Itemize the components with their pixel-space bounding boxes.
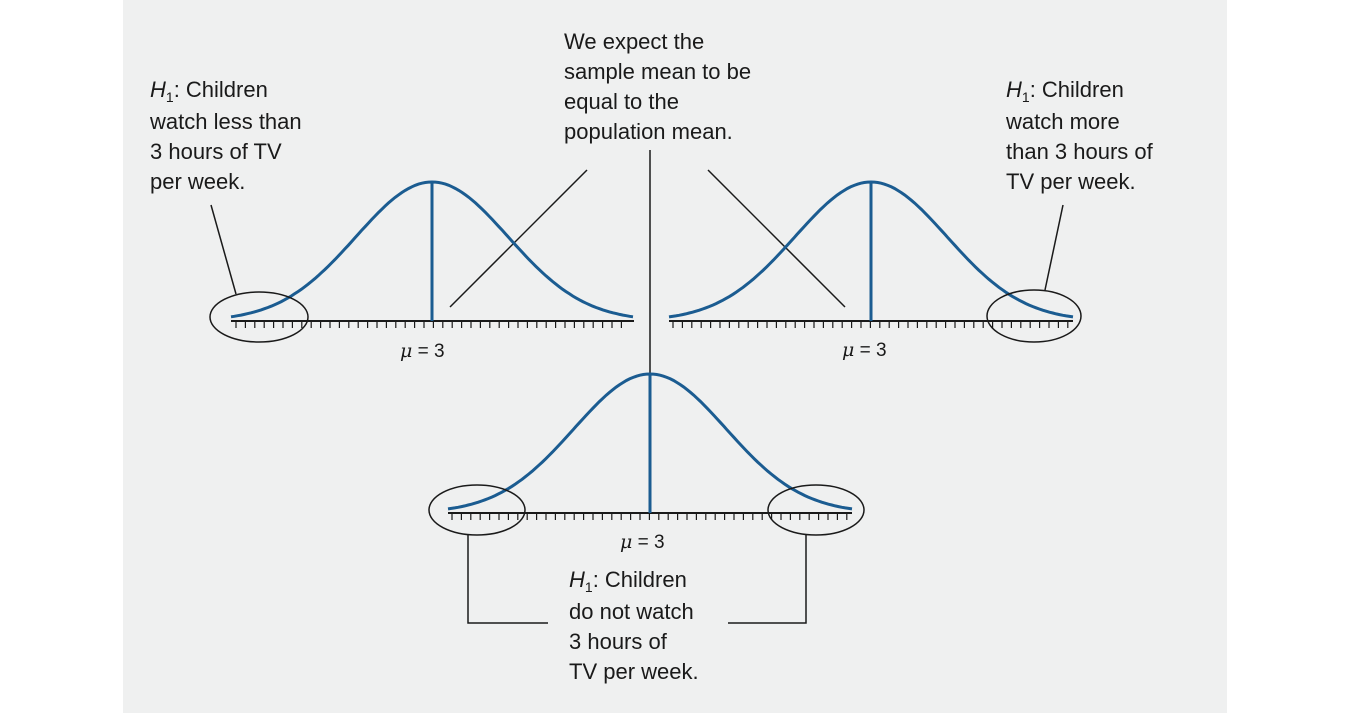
center-note-line: We expect the (564, 29, 705, 54)
right-hypothesis-line: than 3 hours of (1006, 139, 1153, 164)
left-hypothesis-line: watch less than (150, 109, 302, 134)
left-distribution (209, 180, 634, 343)
right-axis-ticks (672, 321, 1069, 328)
bottom-hypothesis-line: 3 hours of (569, 629, 667, 654)
left-hypothesis-pointer (210, 204, 237, 295)
mean-value: = 3 (412, 341, 445, 362)
center-note: We expect the sample mean to be equal to… (564, 27, 751, 147)
hypothesis-subscript: 1 (1021, 89, 1030, 105)
center-note-line: population mean. (564, 119, 733, 144)
mean-value: = 3 (632, 532, 665, 553)
bottom-distribution (428, 372, 865, 624)
bottom-hypothesis-line: : Children (592, 567, 687, 592)
left-axis-ticks (235, 321, 623, 328)
center-pointer-right (707, 169, 846, 308)
hypothesis-symbol: H (1006, 77, 1022, 102)
figure-panel (123, 0, 1227, 713)
bottom-left-tail-ellipse (428, 484, 526, 536)
mu-symbol: μ (842, 339, 855, 361)
right-hypothesis-label: H1: Children watch more than 3 hours of … (1006, 75, 1153, 197)
center-note-line: equal to the (564, 89, 679, 114)
mean-value: = 3 (854, 340, 887, 361)
mu-symbol: μ (620, 531, 633, 553)
left-hypothesis-line: per week. (150, 169, 246, 194)
right-hypothesis-line: TV per week. (1006, 169, 1136, 194)
bottom-axis-ticks (451, 513, 848, 520)
hypothesis-subscript: 1 (584, 579, 593, 595)
right-hypothesis-pointer (1044, 204, 1064, 291)
left-hypothesis-label: H1: Children watch less than 3 hours of … (150, 75, 302, 197)
hypothesis-subscript: 1 (165, 89, 174, 105)
bottom-bracket-right (728, 535, 807, 624)
bottom-right-tail-ellipse (767, 484, 865, 536)
right-hypothesis-line: H1: Children (1006, 75, 1153, 107)
left-hypothesis-line: 3 hours of TV (150, 139, 282, 164)
bottom-hypothesis-line: TV per week. (569, 659, 699, 684)
right-distribution (668, 180, 1082, 343)
hypothesis-symbol: H (150, 77, 166, 102)
right-mean-label: μ = 3 (842, 339, 887, 362)
bottom-hypothesis-line: H1: Children (569, 565, 699, 597)
hypothesis-symbol: H (569, 567, 585, 592)
right-hypothesis-line: watch more (1006, 109, 1120, 134)
left-mean-label: μ = 3 (400, 340, 445, 363)
center-note-line: sample mean to be (564, 59, 752, 84)
right-tail-ellipse (986, 289, 1082, 343)
mu-symbol: μ (400, 340, 413, 362)
bottom-mean-label: μ = 3 (620, 531, 665, 554)
bottom-hypothesis-line: do not watch (569, 599, 694, 624)
center-pointer-left (449, 169, 588, 308)
bottom-hypothesis-label: H1: Children do not watch 3 hours of TV … (569, 565, 699, 687)
left-hypothesis-line: : Children (173, 77, 268, 102)
right-hypothesis-line: : Children (1029, 77, 1124, 102)
left-hypothesis-line: H1: Children (150, 75, 302, 107)
bottom-bracket-left (467, 535, 548, 624)
left-tail-ellipse (209, 291, 309, 343)
